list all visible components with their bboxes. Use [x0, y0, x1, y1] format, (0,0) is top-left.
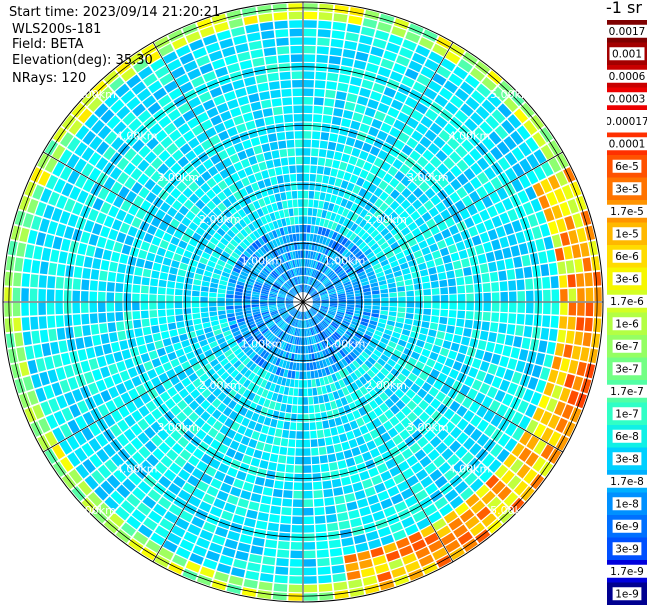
colorbar-tick-label: 1.7e-6 — [610, 296, 644, 308]
colorbar-label-box — [612, 339, 642, 353]
colorbar-label-box — [607, 69, 647, 83]
colorbar-label-box — [612, 317, 642, 331]
colorbar-tick-label: 3e-6 — [615, 274, 639, 286]
colorbar-label-box — [609, 47, 645, 61]
colorbar-label-box — [612, 249, 642, 263]
colorbar-label-box — [612, 362, 642, 376]
colorbar-tick-label: 1.7e-5 — [610, 206, 644, 218]
elevation-label: Elevation(deg): 35.30 — [12, 53, 153, 68]
colorbar-label-box — [612, 587, 642, 601]
beta-field — [4, 3, 602, 601]
colorbar-label-box — [612, 497, 642, 511]
range-ring-label: 5.00km — [74, 504, 116, 517]
colorbar-label-box — [612, 227, 642, 241]
colorbar-label-box — [612, 159, 642, 173]
range-ring-label: 1.00km — [324, 254, 366, 267]
colorbar-tick-label: 6e-8 — [615, 431, 639, 443]
range-ring-label: 1.00km — [324, 338, 366, 351]
range-ring-label: 2.00km — [199, 213, 241, 226]
colorbar-label-box — [607, 204, 647, 218]
start-time-label: Start time: 2023/09/14 21:20:21 — [9, 5, 221, 20]
colorbar-label-box — [612, 519, 642, 533]
colorbar-tick-label: 3e-8 — [615, 454, 639, 466]
colorbar-tick-label: 0.0017 — [609, 26, 646, 38]
colorbar-tick-label: 3e-5 — [615, 184, 639, 196]
azimuth-spoke — [302, 301, 564, 453]
colorbar-label-box — [607, 137, 647, 151]
colorbar-tick-label: 1e-8 — [615, 499, 639, 511]
colorbar-label-box — [607, 92, 647, 106]
range-ring-label: 1.00km — [241, 338, 283, 351]
colorbar-tick-label: 0.00017 — [607, 116, 647, 128]
nrays-label: NRays: 120 — [12, 71, 87, 86]
range-ring-label: 3.00km — [407, 421, 449, 434]
colorbar-label-box — [612, 272, 642, 286]
colorbar-tick-label: 1e-9 — [615, 589, 639, 601]
colorbar-tick-label: 0.001 — [612, 49, 642, 61]
colorbar-tick-label: 6e-7 — [615, 341, 639, 353]
range-ring-label: 4.00km — [449, 130, 491, 143]
range-ring-label: 2.00km — [199, 379, 241, 392]
range-ring-label: 4.00km — [449, 462, 491, 475]
colorbar-label-box — [607, 294, 647, 308]
colorbar-tick-label: 3e-7 — [615, 364, 639, 376]
range-ring-label: 3.00km — [157, 171, 199, 184]
range-ring-label: 2.00km — [365, 213, 407, 226]
colorbar-label-box — [607, 384, 647, 398]
colorbar-tick-label: 0.0006 — [609, 71, 646, 83]
colorbar-label-box — [607, 24, 647, 38]
colorbar: 0.0017 0.001 0.0006 0.0003 0.00017 0.0001 6e-5… — [607, 20, 647, 605]
colorbar-label-box — [612, 429, 642, 443]
azimuth-spoke — [152, 41, 304, 303]
colorbar-label-box — [607, 564, 647, 578]
range-ring-label: 5.00km — [490, 504, 532, 517]
colorbar-tick-label: 1e-7 — [615, 409, 639, 421]
colorbar-unit-label: -1 sr — [606, 0, 642, 17]
range-ring-label: 1.00km — [241, 254, 283, 267]
azimuth-spoke — [302, 301, 454, 563]
colorbar-label-box — [612, 407, 642, 421]
colorbar-tick-label: 6e-6 — [615, 251, 639, 263]
colorbar-tick-label: 1e-6 — [615, 319, 639, 331]
colorbar-tick-label: 1e-5 — [615, 229, 639, 241]
colorbar-label-box — [612, 452, 642, 466]
colorbar-tick-label: 1.7e-8 — [610, 476, 644, 488]
colorbar-tick-label: 6e-5 — [615, 161, 639, 173]
colorbar-tick-label: 0.0001 — [609, 139, 646, 151]
range-ring-label: 4.00km — [116, 462, 158, 475]
colorbar-tick-label: 3e-9 — [615, 544, 639, 556]
instrument-label: WLS200s-181 — [12, 22, 102, 37]
field-label: Field: BETA — [12, 37, 84, 52]
azimuth-spoke — [302, 41, 454, 303]
colorbar-label-box — [607, 114, 647, 128]
azimuth-spoke — [302, 151, 564, 303]
range-ring-label: 5.00km — [490, 88, 532, 101]
range-ring-label: 5.00km — [74, 88, 116, 101]
azimuth-spoke — [42, 151, 304, 303]
colorbar-label-box — [607, 474, 647, 488]
colorbar-tick-label: 1.7e-7 — [610, 386, 644, 398]
range-ring-label: 2.00km — [365, 379, 407, 392]
colorbar-tick-label: 0.0003 — [609, 94, 646, 106]
colorbar-label-box — [612, 542, 642, 556]
azimuth-spoke — [42, 301, 304, 453]
azimuth-spoke — [152, 301, 304, 563]
colorbar-label-box — [612, 182, 642, 196]
range-ring-label: 3.00km — [157, 421, 199, 434]
range-ring-label: 3.00km — [407, 171, 449, 184]
colorbar-tick-label: 6e-9 — [615, 521, 639, 533]
range-ring-label: 4.00km — [116, 130, 158, 143]
colorbar-tick-label: 1.7e-9 — [610, 566, 644, 578]
